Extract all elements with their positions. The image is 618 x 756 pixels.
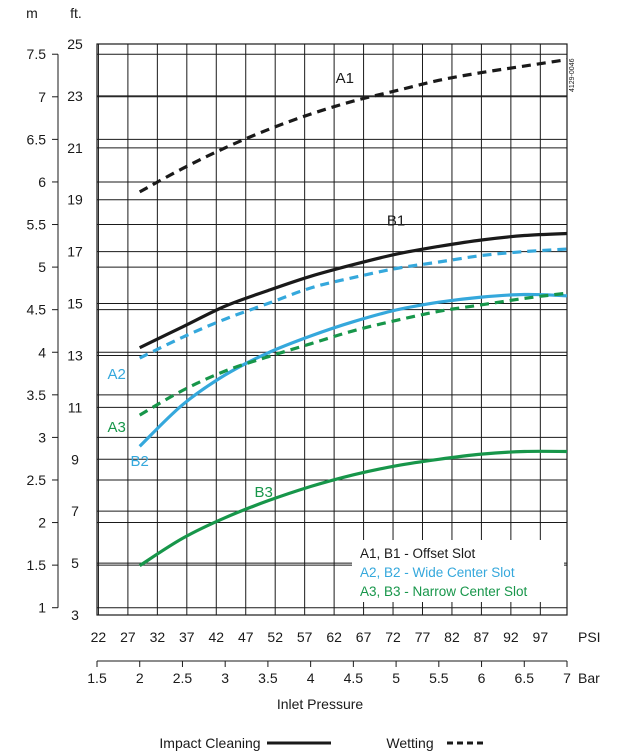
y-tick-label-ft: 23 <box>67 88 83 104</box>
figure-code: 4129-0046 <box>569 58 576 92</box>
y-unit-feet: ft. <box>70 5 82 21</box>
series-line-a1 <box>138 58 568 194</box>
series-line-b2 <box>138 292 568 448</box>
series-label-b1: B1 <box>387 213 405 230</box>
series-line-a2 <box>138 247 568 360</box>
y-tick-label-ft: 13 <box>67 347 83 363</box>
y-tick-label-m: 4.5 <box>27 302 47 318</box>
legend-box <box>352 540 564 602</box>
x-tick-label-bar: 1.5 <box>87 670 107 686</box>
series-labels: A1 B1 A2 A3 B2 B3 <box>107 70 405 501</box>
y-tick-label-ft: 9 <box>71 451 79 467</box>
x-tick-label-psi: 77 <box>415 629 431 645</box>
x-tick-label-psi: 72 <box>385 629 401 645</box>
series-label-b3: B3 <box>254 484 272 501</box>
x-tick-label-bar: 2 <box>136 670 144 686</box>
y-tick-label-ft: 15 <box>67 296 83 312</box>
legend: A1, B1 - Offset Slot A2, B2 - Wide Cente… <box>352 540 564 602</box>
series-group <box>138 58 568 568</box>
legend-entry-narrow: A3, B3 - Narrow Center Slot <box>360 584 528 599</box>
x-tick-label-psi: 97 <box>533 629 549 645</box>
y-tick-label-ft: 5 <box>71 555 79 571</box>
x-axis-title: Inlet Pressure <box>277 696 364 712</box>
x-tick-label-psi: 67 <box>356 629 372 645</box>
x-tick-label-bar: 3 <box>221 670 229 686</box>
y-tick-label-m: 6 <box>38 174 46 190</box>
series-label-b2: B2 <box>131 453 149 470</box>
x-tick-label-psi: 22 <box>91 629 107 645</box>
series-label-a3: A3 <box>107 419 125 436</box>
wetting-label: Wetting <box>386 735 433 751</box>
series-label-a2: A2 <box>107 366 125 383</box>
plot-frame <box>96 43 568 616</box>
x-tick-label-psi: 47 <box>238 629 254 645</box>
x-tick-label-bar: 6.5 <box>515 670 535 686</box>
y-tick-label-ft: 11 <box>68 399 83 415</box>
x-tick-label-bar: 6 <box>478 670 486 686</box>
x-tick-label-psi: 42 <box>208 629 224 645</box>
series-line-a3 <box>138 291 568 417</box>
x-tick-label-bar: 4.5 <box>344 670 364 686</box>
y-tick-label-m: 2 <box>38 515 46 531</box>
x-tick-label-psi: 27 <box>120 629 136 645</box>
x-tick-label-psi: 52 <box>267 629 283 645</box>
y-tick-label-m: 3.5 <box>27 387 47 403</box>
y-unit-meters: m <box>26 5 38 21</box>
line-style-legend: Impact Cleaning Wetting <box>159 735 485 751</box>
y-tick-label-m: 5 <box>38 259 46 275</box>
y-tick-label-m: 1 <box>38 600 46 616</box>
y-tick-label-m: 7 <box>38 89 46 105</box>
x-tick-label-psi: 37 <box>179 629 195 645</box>
x-tick-label-bar: 2.5 <box>173 670 193 686</box>
impact-cleaning-label: Impact Cleaning <box>159 735 260 751</box>
x-unit-bar: Bar <box>578 670 600 686</box>
x-tick-label-psi: 82 <box>444 629 460 645</box>
x-tick-label-psi: 87 <box>474 629 490 645</box>
x-tick-label-bar: 5 <box>392 670 400 686</box>
x-tick-label-bar: 3.5 <box>258 670 278 686</box>
series-line-b3 <box>138 449 568 568</box>
x-tick-label-psi: 57 <box>297 629 313 645</box>
legend-entry-wide: A2, B2 - Wide Center Slot <box>360 565 515 580</box>
y-tick-label-m: 7.5 <box>27 46 47 62</box>
x-tick-label-bar: 5.5 <box>429 670 449 686</box>
y-tick-label-ft: 3 <box>71 607 79 623</box>
y-tick-label-ft: 7 <box>71 503 79 519</box>
x-tick-label-bar: 4 <box>307 670 315 686</box>
y-tick-label-m: 1.5 <box>27 557 47 573</box>
y-tick-label-ft: 25 <box>67 36 83 52</box>
series-label-a1: A1 <box>336 70 354 87</box>
y-tick-label-ft: 21 <box>67 140 83 156</box>
axes: 3579111315171921232511.522.533.544.555.5… <box>27 36 572 686</box>
x-tick-label-bar: 7 <box>563 670 571 686</box>
series-line-b1 <box>138 231 568 350</box>
legend-entry-offset: A1, B1 - Offset Slot <box>360 546 476 561</box>
y-tick-label-m: 5.5 <box>27 217 47 233</box>
y-tick-label-ft: 19 <box>67 192 83 208</box>
y-tick-label-m: 4 <box>38 344 46 360</box>
x-tick-label-psi: 62 <box>326 629 342 645</box>
y-tick-label-m: 3 <box>38 429 46 445</box>
x-unit-psi: PSI <box>578 629 601 645</box>
x-tick-label-psi: 32 <box>150 629 166 645</box>
y-tick-label-m: 2.5 <box>27 472 47 488</box>
x-tick-label-psi: 92 <box>503 629 519 645</box>
y-tick-label-m: 6.5 <box>27 131 47 147</box>
y-tick-label-ft: 17 <box>67 244 83 260</box>
